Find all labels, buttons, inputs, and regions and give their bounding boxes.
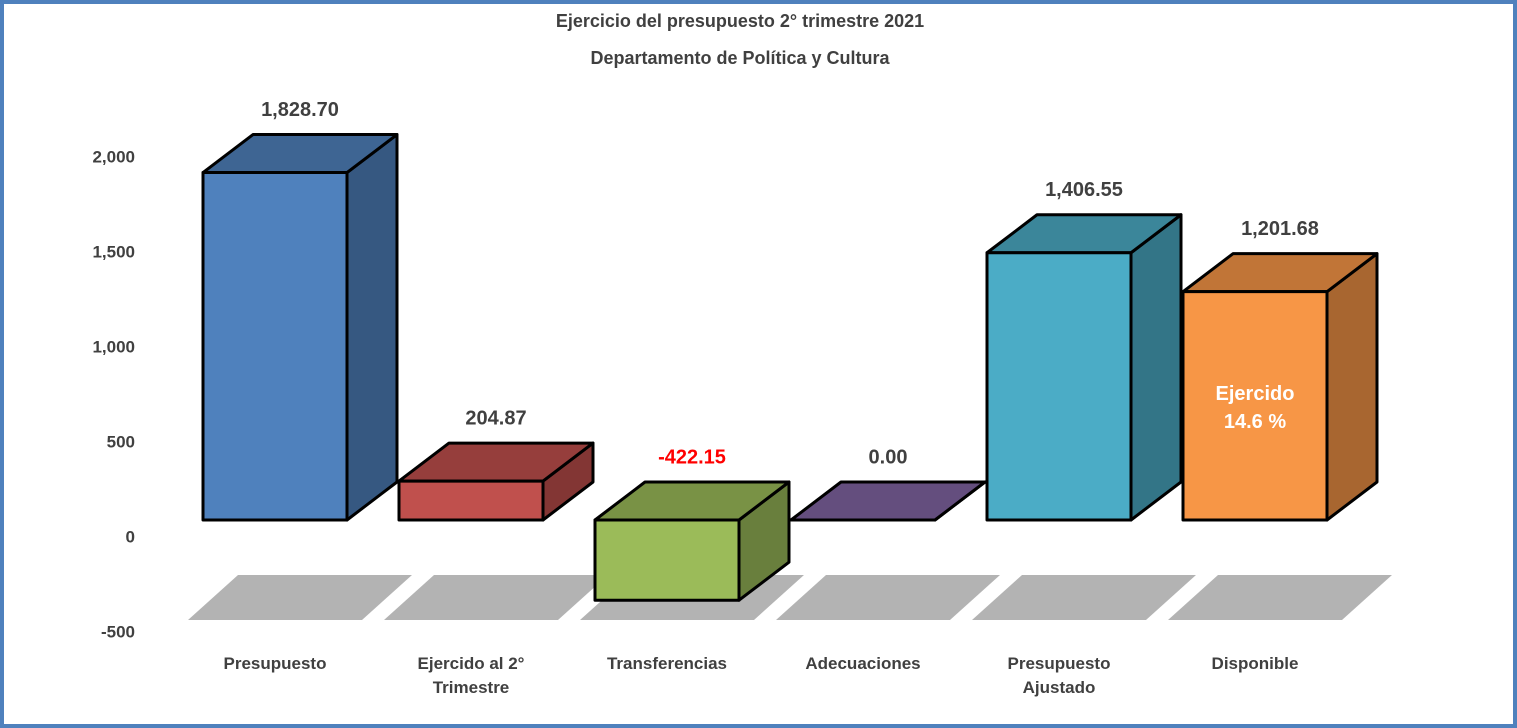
y-tick-label: 1,500: [92, 242, 135, 261]
value-label: -422.15: [658, 446, 726, 468]
bar-side: [1325, 252, 1379, 522]
bar-side: [1129, 213, 1183, 522]
y-tick-label: 500: [107, 432, 135, 451]
x-tick-label: Adecuaciones: [805, 654, 921, 673]
x-tick-label: Transferencias: [606, 654, 727, 673]
y-tick-label: -500: [101, 622, 135, 641]
shadow: [188, 575, 412, 620]
y-tick-label: 1,000: [92, 337, 135, 356]
value-label: 1,406.55: [1045, 179, 1123, 201]
bar: [593, 518, 741, 602]
shadow: [972, 575, 1196, 620]
shadow: [776, 575, 1000, 620]
bar: [397, 479, 545, 522]
chart-subtitle: Departamento de Política y Cultura: [590, 48, 890, 68]
value-label: 204.87: [465, 407, 526, 429]
bar: [985, 251, 1133, 522]
x-tick-label: Disponible: [1211, 654, 1299, 673]
bar: [201, 171, 349, 522]
value-label: 0.00: [869, 446, 908, 468]
value-label: 1,828.70: [261, 99, 339, 121]
x-tick-label: Presupuesto Ajustado: [1007, 654, 1111, 697]
bar-side: [345, 133, 399, 522]
chart-title: Ejercicio del presupuesto 2° trimestre 2…: [556, 11, 924, 31]
y-tick-label: 0: [126, 527, 135, 546]
y-tick-label: 2,000: [92, 147, 135, 166]
bar: [1181, 290, 1329, 522]
value-label: 1,201.68: [1241, 218, 1319, 240]
x-tick-label: Presupuesto: [223, 654, 327, 673]
x-tick-label: Ejercido al 2° Trimestre: [417, 654, 525, 697]
annotation: Ejercido 14.6 %: [1215, 383, 1295, 433]
bar-top: [789, 480, 987, 522]
shadow: [1168, 575, 1392, 620]
shadow: [384, 575, 608, 620]
